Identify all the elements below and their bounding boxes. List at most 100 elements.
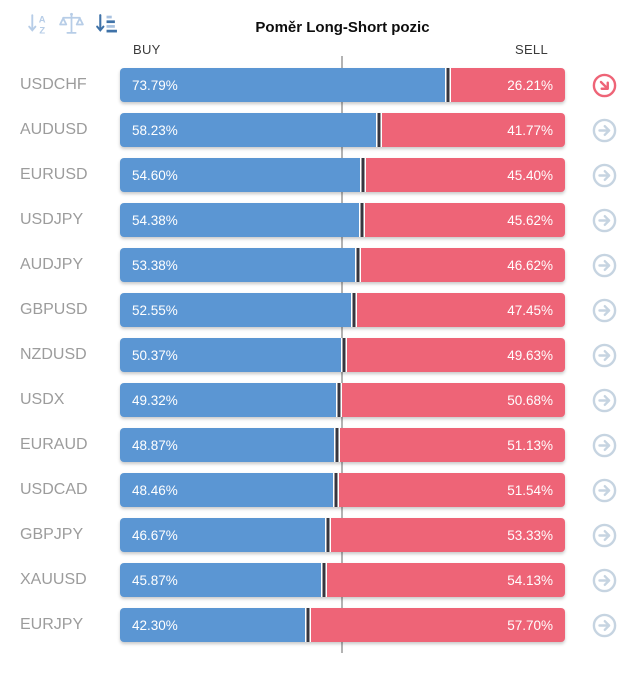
circle-arrow-right-icon [592, 568, 616, 592]
circle-arrow-right-icon [592, 613, 616, 637]
open-pair-button[interactable] [565, 117, 630, 144]
buy-bar-segment: 45.87% [120, 563, 325, 597]
circle-arrow-right-icon [592, 388, 616, 412]
sell-bar-segment: 47.45% [353, 293, 565, 327]
sell-bar-segment: 45.40% [362, 158, 565, 192]
buy-percent-value: 48.87% [132, 437, 178, 453]
ratio-divider [306, 608, 310, 642]
sell-bar-segment: 51.54% [335, 473, 565, 507]
ratio-divider [356, 248, 360, 282]
ratio-row: USDJPY 54.38% 45.62% [0, 203, 630, 237]
open-pair-button[interactable] [565, 612, 630, 639]
buy-bar-segment: 48.87% [120, 428, 338, 462]
sell-percent-value: 46.62% [507, 257, 553, 273]
ratio-divider [322, 563, 326, 597]
circle-arrow-right-icon [592, 208, 616, 232]
sell-bar-segment: 53.33% [327, 518, 565, 552]
sell-percent-value: 45.40% [507, 167, 553, 183]
chart-title: Poměr Long-Short pozic [255, 19, 430, 36]
open-pair-button[interactable] [565, 387, 630, 414]
buy-percent-value: 49.32% [132, 392, 178, 408]
buy-percent-value: 50.37% [132, 347, 178, 363]
ratio-bar: 42.30% 57.70% [120, 608, 565, 642]
buy-bar-segment: 73.79% [120, 68, 449, 102]
ratio-row: EURAUD 48.87% 51.13% [0, 428, 630, 462]
ratio-row: USDCHF 73.79% 26.21% [0, 68, 630, 102]
buy-percent-value: 54.38% [132, 212, 178, 228]
ratio-row: EURJPY 42.30% 57.70% [0, 608, 630, 642]
sell-percent-value: 49.63% [507, 347, 553, 363]
ratio-row: EURUSD 54.60% 45.40% [0, 158, 630, 192]
sell-percent-value: 41.77% [507, 122, 553, 138]
buy-bar-segment: 42.30% [120, 608, 309, 642]
circle-arrow-right-icon [592, 163, 616, 187]
sell-percent-value: 54.13% [507, 572, 553, 588]
buy-percent-value: 73.79% [132, 77, 178, 93]
sort-alpha-icon[interactable]: A Z [24, 10, 51, 37]
ratio-bar: 48.87% 51.13% [120, 428, 565, 462]
ratio-row: GBPJPY 46.67% 53.33% [0, 518, 630, 552]
sort-toolbar: A Z [24, 10, 119, 37]
pair-label: GBPUSD [20, 301, 88, 318]
ratio-divider [360, 203, 364, 237]
circle-arrow-right-icon [592, 118, 616, 142]
sell-bar-segment: 51.13% [337, 428, 565, 462]
open-pair-button[interactable] [565, 297, 630, 324]
buy-percent-value: 53.38% [132, 257, 178, 273]
sell-percent-value: 47.45% [507, 302, 553, 318]
sell-bar-segment: 50.68% [339, 383, 565, 417]
open-pair-button[interactable] [565, 162, 630, 189]
ratio-divider [337, 383, 341, 417]
ratio-row: AUDJPY 53.38% 46.62% [0, 248, 630, 282]
buy-bar-segment: 54.60% [120, 158, 363, 192]
sell-percent-value: 50.68% [507, 392, 553, 408]
buy-percent-value: 58.23% [132, 122, 178, 138]
sell-percent-value: 51.13% [507, 437, 553, 453]
buy-percent-value: 54.60% [132, 167, 178, 183]
sell-percent-value: 26.21% [507, 77, 553, 93]
circle-arrow-right-icon [592, 73, 616, 97]
sell-bar-segment: 41.77% [379, 113, 565, 147]
buy-bar-segment: 50.37% [120, 338, 345, 372]
sell-percent-value: 51.54% [507, 482, 553, 498]
ratio-bar: 50.37% 49.63% [120, 338, 565, 372]
open-pair-button[interactable] [565, 207, 630, 234]
buy-bar-segment: 48.46% [120, 473, 336, 507]
ratio-row: AUDUSD 58.23% 41.77% [0, 113, 630, 147]
ratio-row: XAUUSD 45.87% 54.13% [0, 563, 630, 597]
sell-bar-segment: 26.21% [448, 68, 565, 102]
sell-bar-segment: 54.13% [324, 563, 565, 597]
buy-bar-segment: 52.55% [120, 293, 354, 327]
open-pair-button[interactable] [565, 72, 630, 99]
open-pair-button[interactable] [565, 522, 630, 549]
ratio-rows: USDCHF 73.79% 26.21% AUDUSD [0, 68, 630, 653]
pair-label: USDCAD [20, 481, 88, 498]
open-pair-button[interactable] [565, 477, 630, 504]
ratio-row: GBPUSD 52.55% 47.45% [0, 293, 630, 327]
pair-label: AUDUSD [20, 121, 88, 138]
circle-arrow-right-icon [592, 478, 616, 502]
pair-label: XAUUSD [20, 571, 87, 588]
open-pair-button[interactable] [565, 432, 630, 459]
buy-percent-value: 52.55% [132, 302, 178, 318]
sort-amount-icon[interactable] [92, 10, 119, 37]
ratio-divider [377, 113, 381, 147]
open-pair-button[interactable] [565, 567, 630, 594]
ratio-bar: 58.23% 41.77% [120, 113, 565, 147]
balance-scale-icon[interactable] [58, 10, 85, 37]
pair-label: EURAUD [20, 436, 88, 453]
buy-bar-segment: 53.38% [120, 248, 358, 282]
circle-arrow-right-icon [592, 298, 616, 322]
buy-bar-segment: 58.23% [120, 113, 380, 147]
sell-bar-segment: 46.62% [357, 248, 565, 282]
buy-column-header: BUY [133, 42, 161, 57]
buy-percent-value: 48.46% [132, 482, 178, 498]
buy-bar-segment: 49.32% [120, 383, 340, 417]
ratio-bar: 73.79% 26.21% [120, 68, 565, 102]
circle-arrow-right-icon [592, 523, 616, 547]
open-pair-button[interactable] [565, 342, 630, 369]
ratio-row: USDX 49.32% 50.68% [0, 383, 630, 417]
open-pair-button[interactable] [565, 252, 630, 279]
pair-label: EURUSD [20, 166, 88, 183]
